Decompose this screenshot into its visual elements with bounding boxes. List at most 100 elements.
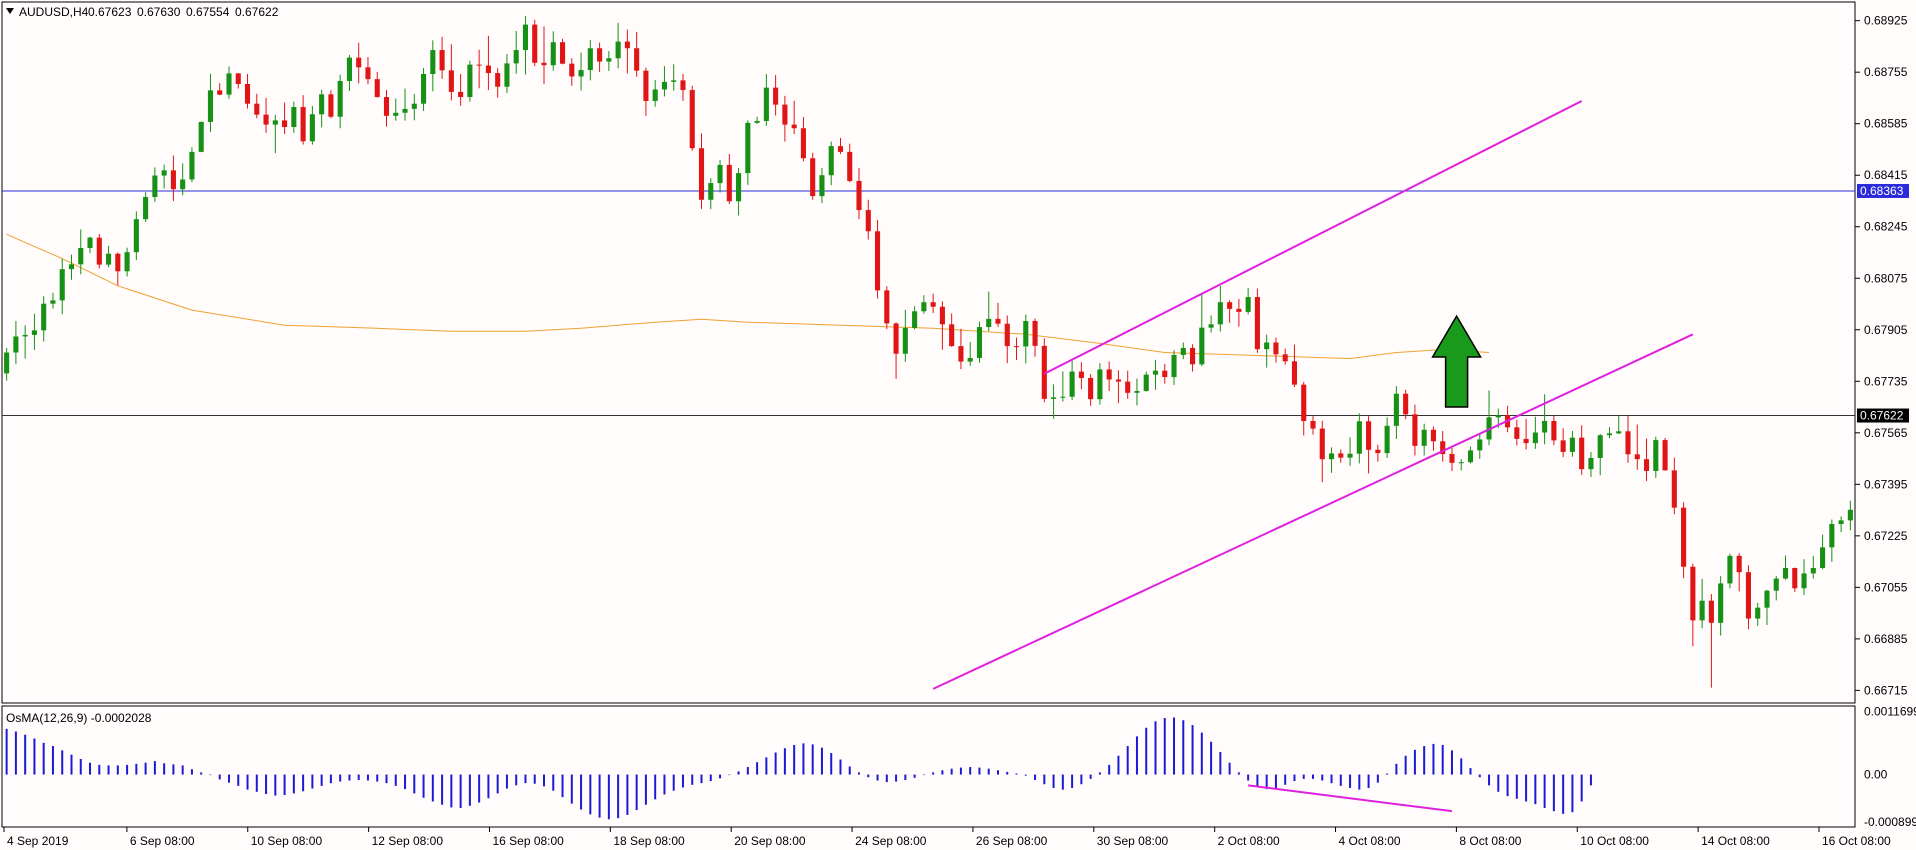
candle-body-bullish xyxy=(1838,520,1844,525)
candle-body-bullish xyxy=(504,63,510,87)
candle-body-bullish xyxy=(1134,390,1140,393)
buy-arrow[interactable] xyxy=(1431,314,1482,408)
candle-body-bearish xyxy=(643,70,649,101)
candle-body-bearish xyxy=(1736,555,1742,573)
channel-upper-line xyxy=(1043,100,1583,375)
candle-body-bullish xyxy=(309,114,315,142)
price-axis: 0.68925 0.68755 0.68585 0.68415 0.68245 0.680… xyxy=(1855,14,1908,697)
candle-body-bearish xyxy=(300,107,306,142)
candle-body-bearish xyxy=(624,41,630,49)
candle-body-bullish xyxy=(207,90,214,122)
candle-body-bullish xyxy=(1542,420,1548,433)
time-tick-label: 8 Oct 08:00 xyxy=(1459,834,1521,848)
candle-body-bearish xyxy=(939,306,945,325)
candle-body-bearish xyxy=(680,80,686,91)
price-panel[interactable]: AUDUSD,H4 0.67623 0.67630 0.67554 0.6762… xyxy=(1,1,1856,704)
price-tick-label: 0.67055 xyxy=(1864,580,1908,594)
oscillator-label: OsMA(12,26,9) -0.0002028 xyxy=(6,711,152,725)
header-high: 0.67630 xyxy=(137,5,181,19)
candle-body-bearish xyxy=(1310,420,1316,429)
candle-body-bullish xyxy=(513,50,519,64)
candle-body-bullish xyxy=(606,58,612,62)
header-close: 0.67622 xyxy=(235,5,279,19)
candle-body-bullish xyxy=(1051,397,1057,399)
candle-body-bearish xyxy=(1088,377,1094,400)
time-tick-label: 18 Sep 08:00 xyxy=(613,834,685,848)
candle-body-bullish xyxy=(22,334,28,337)
time-tick-label: 2 Oct 08:00 xyxy=(1218,834,1280,848)
candle-body-bullish xyxy=(1829,524,1835,548)
candle-body-bullish xyxy=(550,42,556,66)
candle-body-bearish xyxy=(1551,420,1557,441)
candle-body-bearish xyxy=(1013,346,1020,348)
candle-body-bullish xyxy=(1773,578,1779,591)
candle-body-bullish xyxy=(13,336,19,353)
time-tick-label: 4 Sep 2019 xyxy=(7,834,69,848)
price-level-badge-label: 0.68363 xyxy=(1860,184,1904,198)
candle-body-bearish xyxy=(856,180,862,211)
candle-body-bullish xyxy=(337,80,343,117)
horizontal-levels[interactable] xyxy=(2,190,1855,417)
candle-body-bearish xyxy=(217,90,223,95)
channel-lines[interactable] xyxy=(932,100,1694,690)
candle-body-bearish xyxy=(1560,440,1566,452)
candle-body-bullish xyxy=(902,327,908,354)
candle-body-bearish xyxy=(559,42,566,64)
price-tick-label: 0.67565 xyxy=(1864,426,1908,440)
time-tick-label: 16 Sep 08:00 xyxy=(492,834,564,848)
candle-body-bearish xyxy=(374,79,380,98)
channel-lower-line xyxy=(932,333,1694,690)
candle-body-bearish xyxy=(569,63,575,77)
candle-body-bearish xyxy=(884,290,890,324)
candle-body-bearish xyxy=(1403,393,1409,415)
candle-body-bullish xyxy=(1069,371,1075,397)
price-tick-label: 0.67905 xyxy=(1864,323,1908,337)
candle-body-bullish xyxy=(1264,342,1270,350)
candle-body-bearish xyxy=(263,114,269,125)
candle-body-bearish xyxy=(698,148,705,200)
oscillator-tick-label: 0.0011699 xyxy=(1864,705,1916,719)
candle-body-bearish xyxy=(1643,459,1650,471)
candle-body-bullish xyxy=(1467,450,1474,463)
time-tick-label: 14 Oct 08:00 xyxy=(1701,834,1770,848)
price-tick-label: 0.68585 xyxy=(1864,117,1908,131)
candle-body-bearish xyxy=(356,57,362,68)
candle-body-bearish xyxy=(726,164,732,202)
candle-body-bearish xyxy=(1236,308,1242,312)
candle-body-bearish xyxy=(458,91,464,98)
candle-body-bearish xyxy=(1162,370,1168,378)
oscillator-divergence-line[interactable] xyxy=(1248,784,1453,813)
time-tick-label: 4 Oct 08:00 xyxy=(1339,834,1401,848)
candle-body-bullish xyxy=(1801,573,1807,589)
candle-body-bearish xyxy=(791,124,797,129)
candle-body-bullish xyxy=(1653,440,1659,471)
candle-body-bullish xyxy=(59,269,65,301)
candle-body-bearish xyxy=(865,210,871,232)
candle-body-bullish xyxy=(912,311,918,328)
candle-body-bullish xyxy=(50,300,56,304)
price-level-badge xyxy=(1857,183,1909,198)
candle-body-bearish xyxy=(383,97,390,116)
candle-body-bearish xyxy=(115,253,121,272)
candle-body-bearish xyxy=(1523,438,1529,444)
candle-body-bullish xyxy=(1384,425,1390,454)
candle-body-bearish xyxy=(874,231,881,291)
candle-body-bullish xyxy=(124,252,130,272)
candle-body-bearish xyxy=(958,346,964,362)
oscillator-tick-label: -0.0008996 xyxy=(1864,815,1916,829)
candle-body-bullish xyxy=(1755,607,1761,619)
candle-body-bullish xyxy=(4,352,10,374)
candle-body-bearish xyxy=(328,94,334,117)
time-tick-label: 16 Oct 08:00 xyxy=(1822,834,1891,848)
candle-body-bullish xyxy=(180,179,186,190)
candle-body-bullish xyxy=(1152,370,1159,375)
candle-body-bearish xyxy=(1514,427,1520,439)
candle-body-bearish xyxy=(1125,381,1131,393)
candle-body-bearish xyxy=(949,324,955,347)
candle-body-bullish xyxy=(1847,509,1853,521)
candle-body-bearish xyxy=(365,67,371,80)
candle-body-bullish xyxy=(1245,297,1251,312)
oscillator-panel[interactable]: OsMA(12,26,9) -0.0002028 xyxy=(1,705,1856,828)
